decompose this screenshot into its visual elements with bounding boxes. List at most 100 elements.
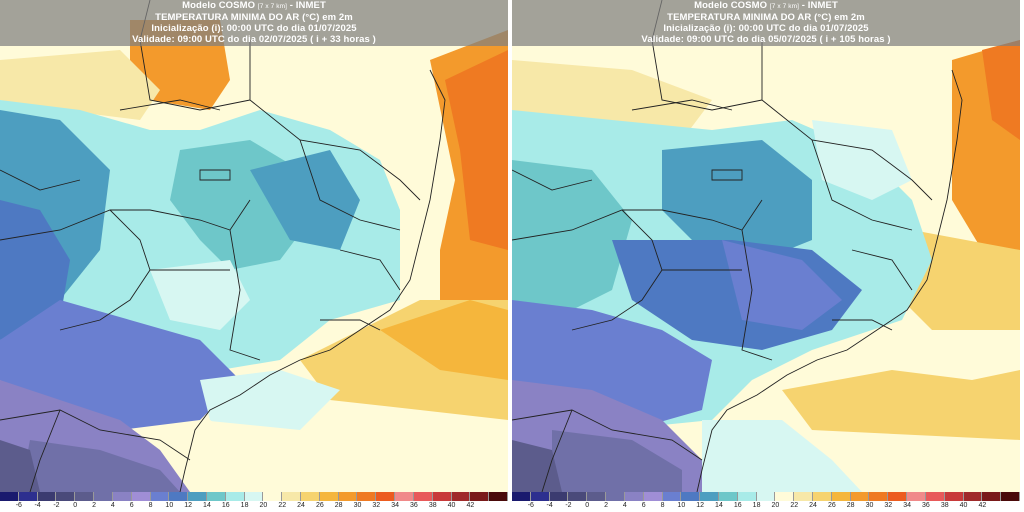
colorbar-tick-label: 0 [585, 502, 590, 509]
colorbar-cell [413, 492, 433, 501]
colorbar-cell [869, 492, 889, 501]
colorbar-cell [624, 492, 644, 501]
colorbar-tick-label: 20 [259, 502, 268, 509]
colorbar-cell [376, 492, 396, 501]
colorbar-tick-label: 42 [466, 502, 475, 509]
colorbar-cell [944, 492, 964, 501]
colorbar-cell [831, 492, 851, 501]
colorbar-cells [512, 492, 1020, 501]
variable-title: TEMPERATURA MINIMA DO AR (°C) em 2m [667, 12, 865, 23]
colorbar-tick-label: 18 [240, 502, 249, 509]
colorbar-ticks: -6 -4 -2 0 2 4 6 8 10 12 14 16 18 20 22 24 26 28 30 32 34 36 3… [512, 502, 1020, 512]
colorbar-tick-label: -6 [527, 502, 534, 509]
colorbar-tick-label: 2 [92, 502, 97, 509]
colorbar-tick-label: 24 [297, 502, 305, 509]
colorbar-cell [263, 492, 283, 501]
colorbar-tick-label: -4 [34, 502, 41, 509]
colorbar-cell [512, 492, 531, 501]
colorbar-cell [963, 492, 983, 501]
colorbar-tick-label: 22 [278, 502, 287, 509]
colorbar-cell [301, 492, 320, 501]
init-time: Inicialização (i): 00:00 UTC do dia 01/0… [663, 23, 869, 34]
colorbar-tick-label: 20 [771, 502, 780, 509]
colorbar-ticks: -6 -4 -2 0 2 4 6 8 10 12 14 16 18 20 22 24 26 28 30 32 34 36 3… [0, 502, 508, 512]
colorbar-cell [982, 492, 1002, 501]
colorbar-tick-label: 16 [733, 502, 742, 509]
colorbar-tick-label: -6 [15, 502, 22, 509]
colorbar-cell [925, 492, 945, 501]
colorbar-tick-label: 8 [148, 502, 153, 509]
colorbar-tick-label: 22 [790, 502, 799, 509]
colorbar-cell [606, 492, 625, 501]
colorbar-cell [206, 492, 226, 501]
colorbar-cell [530, 492, 550, 501]
colorbar-cell [56, 492, 76, 501]
colorbar-tick-label: 32 [372, 502, 381, 509]
colorbar-cell [813, 492, 832, 501]
colorbar-cell [718, 492, 738, 501]
colorbar-cell [131, 492, 151, 501]
colorbar-cell [681, 492, 701, 501]
colorbar-cell [775, 492, 795, 501]
colorbar-tick-label: 36 [922, 502, 930, 509]
colorbar-tick-label: 34 [903, 502, 912, 509]
model-name: Modelo COSMO [182, 0, 256, 11]
colorbar-cell [489, 492, 508, 501]
temperature-map-left [0, 0, 508, 492]
colorbar-cell [737, 492, 757, 501]
colorbar-cell [225, 492, 245, 501]
colorbar-cell [338, 492, 358, 501]
colorbar-tick-label: -2 [53, 502, 60, 509]
colorbar-cell [94, 492, 113, 501]
model-resolution: [7 x 7 km] [769, 3, 800, 10]
colorbar-cell [549, 492, 569, 501]
colorbar-tick-label: 4 [622, 502, 627, 509]
colorbar-tick-label: 32 [884, 502, 893, 509]
colorbar-tick-label: 42 [978, 502, 987, 509]
colorbar-tick-label: -2 [565, 502, 572, 509]
colorbar-tick-label: 4 [110, 502, 115, 509]
colorbar-cell [850, 492, 870, 501]
colorbar-tick-label: 8 [660, 502, 665, 509]
valid-time: Validade: 09:00 UTC do dia 05/07/2025 ( … [641, 34, 891, 45]
colorbar-tick-label: 12 [696, 502, 705, 509]
map-panel-left: Modelo COSMO [7 x 7 km] - INMET TEMPERAT… [0, 0, 508, 492]
colorbar-tick-label: 28 [334, 502, 343, 509]
colorbar-tick-label: 40 [959, 502, 968, 509]
colorbar-cell [432, 492, 452, 501]
colorbar-tick-label: 30 [353, 502, 362, 509]
colorbar-tick-label: 40 [447, 502, 456, 509]
map-header-left: Modelo COSMO [7 x 7 km] - INMET TEMPERAT… [0, 0, 508, 46]
colorbar-tick-label: 2 [604, 502, 609, 509]
colorbar-cell [244, 492, 264, 501]
institute: - INMET [289, 0, 326, 11]
colorbar-cell [756, 492, 776, 501]
colorbar-tick-label: 34 [391, 502, 400, 509]
colorbar-cell [568, 492, 588, 501]
colorbar-tick-label: 26 [315, 502, 324, 509]
colorbar-tick-label: 12 [184, 502, 193, 509]
colorbar-cell [451, 492, 471, 501]
colorbar-cell [319, 492, 339, 501]
colorbar-cell [0, 492, 19, 501]
model-name: Modelo COSMO [694, 0, 768, 11]
map-panel-right: Modelo COSMO [7 x 7 km] - INMET TEMPERAT… [512, 0, 1020, 492]
colorbar-cell [794, 492, 813, 501]
institute: - INMET [801, 0, 838, 11]
map-header-right: Modelo COSMO [7 x 7 km] - INMET TEMPERAT… [512, 0, 1020, 46]
temperature-map-right [512, 0, 1020, 492]
colorbar-cell [75, 492, 95, 501]
colorbar-tick-label: -4 [546, 502, 553, 509]
colorbar-tick-label: 10 [677, 502, 686, 509]
colorbar-tick-label: 10 [165, 502, 174, 509]
colorbar-cell [112, 492, 132, 501]
colorbar-cell [907, 492, 926, 501]
colorbar-tick-label: 16 [221, 502, 230, 509]
colorbar-cell [18, 492, 38, 501]
colorbar-tick-label: 14 [203, 502, 211, 509]
colorbar-tick-label: 14 [715, 502, 723, 509]
colorbar-tick-label: 6 [129, 502, 134, 509]
colorbar-right: -6 -4 -2 0 2 4 6 8 10 12 14 16 18 20 22 24 26 28 30 32 34 36 3… [512, 492, 1020, 512]
colorbar-tick-label: 18 [752, 502, 761, 509]
colorbar-cell [470, 492, 490, 501]
